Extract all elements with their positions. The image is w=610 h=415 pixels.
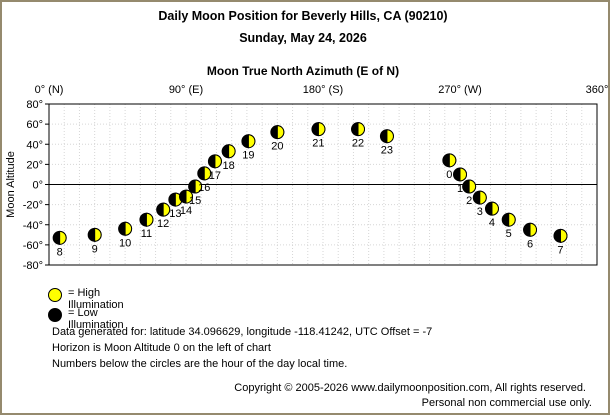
y-tick-label: 20° bbox=[26, 159, 43, 171]
y-tick-label: 40° bbox=[26, 139, 43, 151]
y-tick-label: -80° bbox=[23, 260, 43, 272]
moon-marker-lit bbox=[214, 154, 222, 169]
hour-label: 22 bbox=[352, 138, 364, 150]
hour-label: 2 bbox=[466, 195, 472, 207]
hour-label: 3 bbox=[477, 206, 483, 218]
hour-label: 20 bbox=[271, 141, 283, 153]
hour-label: 16 bbox=[198, 182, 210, 194]
moon-marker-lit bbox=[203, 166, 212, 181]
chart-date: Sunday, May 24, 2026 bbox=[239, 31, 367, 45]
moon-marker-lit bbox=[529, 222, 538, 237]
moon-marker-lit bbox=[459, 167, 467, 182]
y-tick-label: -40° bbox=[23, 220, 43, 232]
moon-marker-lit bbox=[357, 122, 366, 137]
moon-marker-lit bbox=[228, 144, 236, 159]
y-tick-label: -20° bbox=[23, 200, 43, 212]
x-tick-label: 270° (W) bbox=[438, 84, 482, 96]
x-tick-label: 90° (E) bbox=[169, 84, 203, 96]
chart-title: Daily Moon Position for Beverly Hills, C… bbox=[158, 9, 448, 23]
info-hours: Numbers below the circles are the hour o… bbox=[52, 358, 348, 370]
hour-label: 6 bbox=[527, 238, 533, 250]
moon-marker-lit bbox=[247, 134, 256, 149]
moon-marker-lit bbox=[276, 125, 285, 140]
hour-label: 10 bbox=[119, 237, 131, 249]
info-horizon: Horizon is Moon Altitude 0 on the left o… bbox=[52, 342, 271, 354]
moon-marker-lit bbox=[162, 202, 171, 217]
hour-label: 4 bbox=[489, 217, 495, 229]
hour-label: 13 bbox=[169, 208, 181, 220]
hour-label: 11 bbox=[141, 228, 152, 240]
hour-label: 19 bbox=[242, 150, 254, 162]
y-tick-label: 60° bbox=[26, 119, 43, 131]
hour-label: 14 bbox=[180, 205, 192, 217]
moon-marker-lit bbox=[559, 228, 568, 243]
moon-marker-lit bbox=[194, 179, 203, 194]
y-tick-label: 80° bbox=[26, 99, 43, 111]
hour-label: 0 bbox=[446, 169, 452, 181]
moon-marker-lit bbox=[508, 212, 516, 227]
info-location: Data generated for: latitude 34.096629, … bbox=[52, 326, 433, 338]
x-tick-label: 180° (S) bbox=[303, 84, 343, 96]
hour-label: 8 bbox=[57, 246, 63, 258]
moon-marker-lit bbox=[94, 227, 102, 242]
moon-marker-lit bbox=[386, 129, 394, 144]
hour-label: 18 bbox=[222, 160, 234, 172]
moon-marker-lit bbox=[317, 122, 326, 137]
y-axis-title: Moon Altitude bbox=[5, 151, 17, 218]
legend-high-label: = High Illumination bbox=[68, 287, 124, 311]
hour-label: 15 bbox=[189, 195, 201, 207]
moon-marker-lit bbox=[468, 179, 477, 194]
hour-label: 9 bbox=[92, 243, 98, 255]
moon-marker-lit bbox=[59, 230, 67, 245]
hour-label: 23 bbox=[381, 145, 393, 157]
x-tick-label: 360° bbox=[586, 84, 609, 96]
high-illumination-swatch bbox=[48, 288, 62, 302]
hour-label: 17 bbox=[209, 170, 221, 182]
hour-label: 1 bbox=[457, 183, 463, 195]
low-illumination-swatch bbox=[48, 308, 62, 322]
moon-marker-lit bbox=[491, 201, 499, 216]
moon-marker-lit bbox=[124, 221, 133, 236]
moon-marker-lit bbox=[448, 153, 457, 168]
y-tick-label: -60° bbox=[23, 240, 43, 252]
hour-label: 21 bbox=[312, 138, 324, 150]
moon-marker-lit bbox=[185, 189, 193, 204]
copyright: Copyright © 2005-2026 www.dailymoonposit… bbox=[234, 382, 586, 394]
hour-label: 7 bbox=[557, 244, 563, 256]
legend-low-label: = Low Illumination bbox=[68, 307, 124, 331]
y-tick-label: 0° bbox=[32, 180, 43, 192]
x-axis-title: Moon True North Azimuth (E of N) bbox=[206, 64, 400, 78]
hour-label: 12 bbox=[157, 218, 169, 230]
hour-label: 5 bbox=[506, 228, 512, 240]
x-tick-label: 0° (N) bbox=[35, 84, 64, 96]
moon-marker-lit bbox=[479, 190, 487, 205]
usage-notice: Personal non commercial use only. bbox=[421, 397, 592, 409]
moon-marker-lit bbox=[145, 212, 154, 227]
